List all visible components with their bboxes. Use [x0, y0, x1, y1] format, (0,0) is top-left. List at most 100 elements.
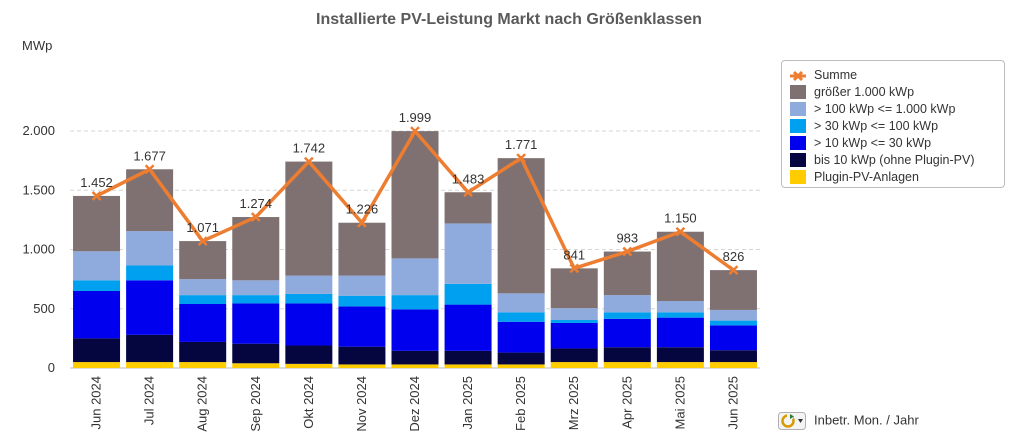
bar-segment [179, 304, 227, 342]
time-axis-selector-label[interactable]: Inbetr. Mon. / Jahr [814, 412, 919, 428]
legend: Summe größer 1.000 kWp > 100 kWp <= 1.00… [781, 60, 1005, 188]
bar-segment [603, 362, 651, 368]
sum-point [622, 246, 633, 257]
bar-segment [497, 293, 545, 313]
bar-segment [603, 347, 651, 363]
legend-item-10-30[interactable]: > 10 kWp <= 30 kWp [790, 135, 931, 151]
bar-segment [232, 363, 280, 368]
bar-segment [73, 290, 121, 339]
sum-point [675, 226, 686, 237]
bar-segment [497, 352, 545, 365]
bar-segment [73, 280, 121, 291]
bar-segment [550, 322, 598, 349]
sum-point [463, 187, 473, 198]
bar-stack [497, 158, 545, 368]
y-tick-label: 1.500 [22, 182, 55, 197]
sum-data-labels: 1.452 1.677 1.071 1.274 1.742 1.226 1.999 1.483… [80, 110, 744, 264]
bar-segment [232, 303, 280, 344]
legend-swatch [790, 135, 806, 150]
legend-label: > 30 kWp <= 100 kWp [814, 119, 939, 133]
bar-segment [179, 295, 227, 305]
bar-segment [73, 251, 121, 281]
bar-stack [232, 217, 280, 368]
bar-segment [656, 317, 704, 348]
bar-segment [603, 295, 651, 313]
legend-item-30-100[interactable]: > 30 kWp <= 100 kWp [790, 118, 938, 134]
bar-segment [497, 364, 545, 368]
bar-segment [391, 364, 439, 368]
x-tick-label: Jan 2025 [460, 376, 475, 430]
bar-segment [391, 258, 439, 296]
bar-segment [603, 318, 651, 348]
legend-label: > 100 kWp <= 1.000 kWp [814, 102, 956, 116]
y-tick-label: 1.000 [22, 242, 55, 257]
legend-item-gross[interactable]: größer 1.000 kWp [790, 84, 914, 100]
sum-data-label: 1.771 [505, 137, 538, 152]
x-tick-label: Apr 2025 [619, 376, 634, 429]
bar-segment [444, 304, 492, 351]
bar-segment [709, 320, 757, 326]
legend-item-summe[interactable]: Summe [790, 67, 857, 83]
bar-segment [179, 279, 227, 296]
bar-segment [709, 309, 757, 321]
bar-segment [497, 312, 545, 322]
legend-swatch [790, 101, 806, 116]
bar-segment [391, 131, 439, 259]
bar-stack [550, 268, 598, 368]
x-tick-label: Sep 2024 [248, 376, 263, 432]
sum-data-label: 1.274 [239, 196, 272, 211]
bar-segment [338, 295, 386, 307]
sum-point [516, 153, 527, 164]
bar-stack [338, 222, 386, 368]
bar-stacks [73, 131, 757, 368]
bar-segment [444, 350, 492, 365]
sum-data-label: 1.677 [133, 148, 166, 163]
bar-segment [126, 362, 174, 368]
chart-title: Installierte PV-Leistung Markt nach Größ… [316, 11, 702, 28]
bar-segment [285, 303, 333, 346]
legend-swatch [790, 118, 806, 133]
bar-segment [550, 362, 598, 368]
legend-swatch [790, 152, 806, 167]
bar-segment [497, 321, 545, 353]
bar-segment [126, 231, 174, 266]
sum-line-series [91, 126, 739, 276]
bar-segment [285, 275, 333, 294]
bar-segment [285, 293, 333, 304]
legend-item-plugin[interactable]: Plugin-PV-Anlagen [790, 169, 919, 185]
legend-label: bis 10 kWp (ohne Plugin-PV) [814, 153, 975, 167]
refresh-dropdown-icon[interactable] [778, 412, 806, 430]
bar-segment [126, 169, 174, 232]
x-tick-label: Feb 2025 [513, 376, 528, 431]
sum-point [250, 212, 261, 222]
sum-point [303, 156, 314, 167]
bar-segment [338, 346, 386, 365]
legend-item-100-1000[interactable]: > 100 kWp <= 1.000 kWp [790, 101, 955, 117]
bar-stack [126, 169, 174, 368]
legend-swatch [790, 169, 806, 184]
bar-stack [709, 270, 757, 368]
bar-segment [73, 338, 121, 363]
x-tick-label: Dez 2024 [407, 376, 422, 432]
y-tick-label: 500 [33, 301, 55, 316]
sum-point [144, 164, 155, 175]
sum-data-label: 1.999 [399, 110, 432, 125]
bar-segment [444, 192, 492, 224]
legend-swatch [790, 84, 806, 99]
sum-data-label: 1.452 [80, 175, 113, 190]
bar-segment [285, 363, 333, 368]
bar-segment [550, 308, 598, 321]
bar-segment [656, 312, 704, 318]
sum-data-label: 1.071 [186, 220, 219, 235]
bar-stack [444, 192, 492, 368]
legend-item-bis10[interactable]: bis 10 kWp (ohne Plugin-PV) [790, 152, 975, 168]
bar-stack [391, 131, 439, 368]
x-tick-label: Mrz 2025 [566, 376, 581, 430]
bar-segment [126, 280, 174, 335]
x-tick-label: Jun 2024 [89, 376, 104, 430]
bar-segment [126, 334, 174, 363]
x-tick-label: Nov 2024 [354, 376, 369, 432]
bar-stack [73, 195, 121, 368]
bar-segment [444, 223, 492, 284]
bar-segment [391, 295, 439, 310]
